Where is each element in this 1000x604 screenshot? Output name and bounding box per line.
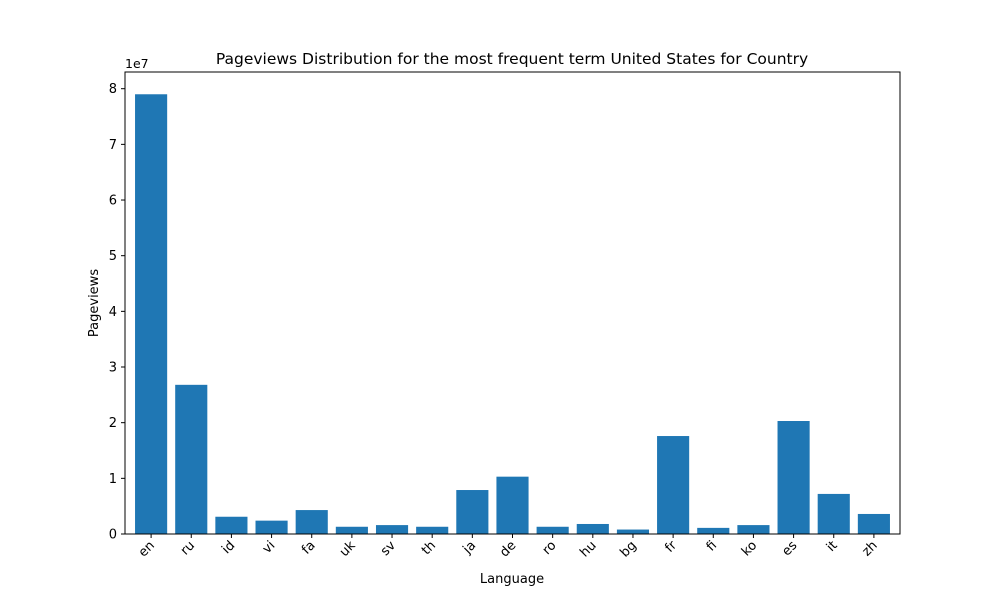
x-tick-label-id: id [219,538,238,557]
y-tick-label: 4 [109,305,117,320]
x-tick-label-it: it [824,538,841,555]
x-tick-label-ja: ja [460,538,480,558]
bars-layer [135,94,890,534]
bar-zh [857,513,890,534]
bar-es [777,421,810,534]
y-axis-label: Pageviews [87,269,102,337]
x-tick-label-ro: ro [540,538,560,558]
y-axis-offset-label: 1e7 [125,56,149,71]
y-tick-label: 7 [109,138,117,153]
x-axis-label: Language [480,572,544,587]
x-tick-label-th: th [419,538,439,558]
y-tick-label: 6 [109,194,117,209]
bar-bg [616,529,650,534]
y-tick-label: 2 [109,416,117,431]
x-tick-label-fr: fr [662,538,680,556]
bar-ko [737,525,770,534]
bar-id [215,516,248,534]
x-tick-label-sv: sv [378,538,399,559]
x-tick-label-fa: fa [299,538,318,557]
bar-de [496,476,529,534]
y-tick-label: 1 [109,472,117,487]
bar-vi [255,520,288,534]
bar-ja [456,490,489,534]
x-tick-label-vi: vi [260,538,279,557]
x-tick-label-uk: uk [337,538,359,560]
bar-ro [536,526,569,534]
bar-it [817,493,850,534]
x-tick-label-es: es [779,538,800,559]
x-tick-label-ko: ko [739,538,760,559]
bar-fi [697,527,730,534]
bar-uk [335,526,368,534]
x-tick-label-fi: fi [704,538,720,554]
x-tick-label-hu: hu [577,538,599,560]
x-tick-label-de: de [497,538,519,560]
x-tick-label-en: en [136,538,158,560]
y-tick-label: 0 [109,528,117,543]
y-tick-label: 3 [109,361,117,376]
x-tick-label-ru: ru [178,538,198,558]
y-tick-label: 5 [109,249,117,264]
bar-hu [576,523,609,534]
x-tick-label-bg: bg [618,538,640,560]
bar-th [416,526,449,534]
bar-sv [375,525,409,534]
axes-layer: 0 1 2 3 4 5 6 7 8 en ru id vi fa uk sv th ja de ro hu bg fr fi k… [109,71,901,561]
bar-ru [175,384,208,534]
bar-en [135,94,168,534]
bar-fr [657,436,690,534]
y-tick-label: 8 [109,82,117,97]
chart-title: Pageviews Distribution for the most freq… [216,50,808,68]
bar-fa [295,510,328,534]
x-tick-label-zh: zh [859,538,880,559]
